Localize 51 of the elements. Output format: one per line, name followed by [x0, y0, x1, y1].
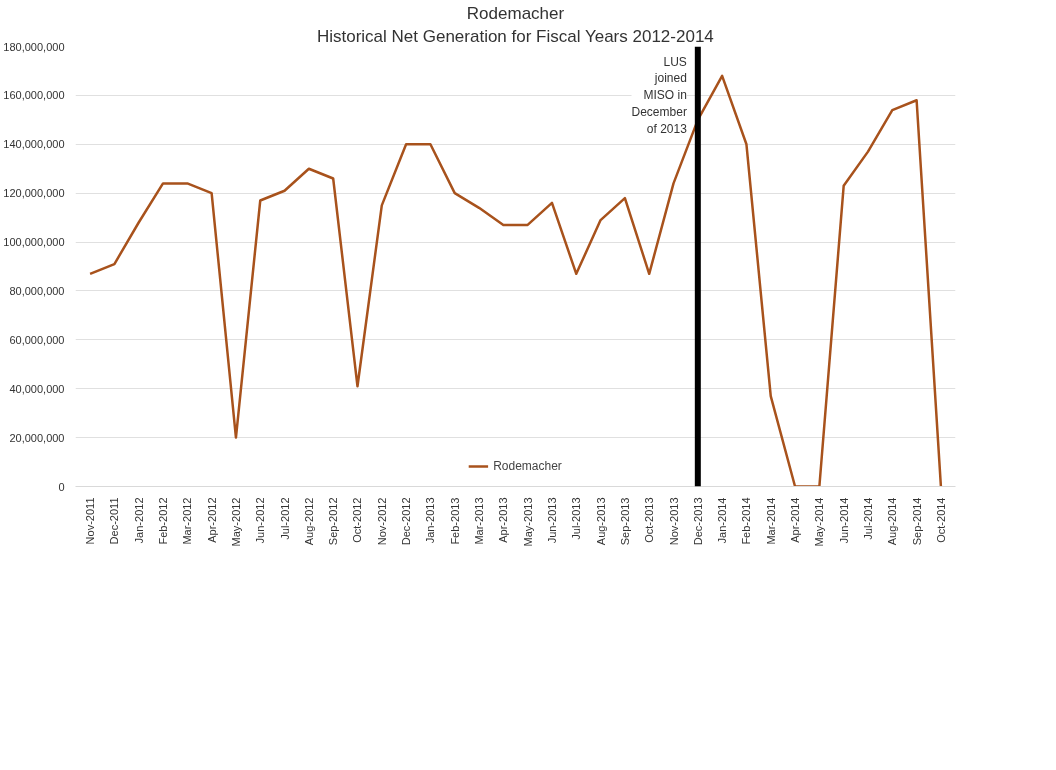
x-tick-label: Oct-2013: [643, 497, 656, 543]
line-series: [88, 74, 943, 487]
y-tick-label: 100,000,000: [3, 236, 65, 249]
x-tick-label: Sep-2013: [618, 497, 631, 546]
x-tick-label: Jan-2014: [716, 497, 729, 544]
x-tick-label: Jun-2012: [254, 497, 267, 544]
x-tick-label: May-2013: [521, 497, 534, 547]
x-tick-label: Apr-2012: [205, 497, 218, 543]
y-tick-label: 20,000,000: [9, 431, 65, 444]
x-tick-label: Dec-2012: [400, 497, 413, 546]
x-tick-label: Sep-2012: [327, 497, 340, 546]
x-tick-label: Sep-2014: [910, 497, 923, 546]
legend-label: Rodemacher: [493, 459, 562, 473]
x-tick-label: Feb-2012: [157, 497, 170, 545]
x-tick-label: May-2012: [229, 497, 242, 547]
x-tick-label: Jul-2014: [861, 497, 874, 540]
x-tick-label: Oct-2012: [351, 497, 364, 543]
chart-title: Rodemacher: [466, 3, 565, 23]
x-tick-label: Oct-2014: [934, 497, 947, 543]
x-tick-label: May-2014: [813, 497, 826, 547]
x-tick-label: Jun-2014: [837, 497, 850, 544]
x-tick-label: Aug-2012: [302, 497, 315, 546]
y-tick-label: 180,000,000: [3, 40, 65, 53]
x-tick-label: Nov-2012: [375, 497, 388, 546]
y-tick-label: 160,000,000: [3, 89, 65, 102]
x-tick-label: Nov-2011: [84, 497, 97, 545]
x-tick-label: Apr-2013: [497, 497, 510, 543]
x-tick-label: Feb-2013: [448, 497, 461, 545]
x-tick-label: Aug-2014: [886, 497, 899, 546]
x-tick-label: Apr-2014: [789, 497, 802, 543]
x-tick-label: Jun-2013: [545, 497, 558, 544]
x-tick-label: Jul-2012: [278, 497, 291, 540]
y-tick-label: 60,000,000: [9, 333, 65, 346]
chart-subtitle: Historical Net Generation for Fiscal Years 2012-2014: [316, 26, 714, 46]
x-tick-label: Dec-2011: [108, 497, 121, 545]
y-tick-label: 120,000,000: [3, 187, 65, 200]
x-tick-label: Mar-2014: [764, 497, 777, 545]
x-tick-label: Dec-2013: [691, 497, 704, 546]
x-tick-label: Mar-2013: [473, 497, 486, 545]
ref-line-label: LUS joined MISO in December of 2013: [631, 54, 688, 136]
y-tick-label: 0: [58, 480, 65, 493]
x-tick-label: Feb-2014: [740, 497, 753, 545]
x-tick-label: Jul-2013: [570, 497, 583, 540]
x-tick-label: Nov-2013: [667, 497, 680, 546]
x-tick-label: Jan-2012: [132, 497, 145, 544]
y-tick-label: 140,000,000: [3, 138, 65, 151]
y-tick-label: 40,000,000: [9, 382, 65, 395]
x-tick-label: Mar-2012: [181, 497, 194, 545]
y-tick-label: 80,000,000: [9, 284, 65, 297]
x-tick-label: Aug-2013: [594, 497, 607, 546]
x-tick-label: Jan-2013: [424, 497, 437, 544]
